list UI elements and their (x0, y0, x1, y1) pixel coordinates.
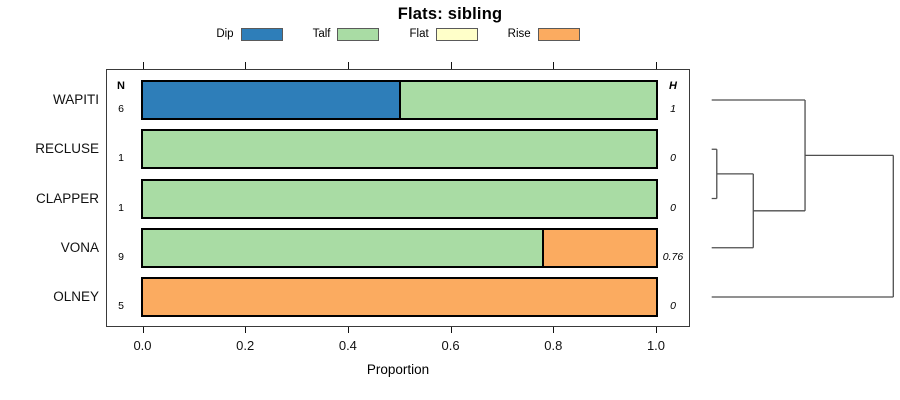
legend-label: Dip (216, 28, 234, 40)
legend-label: Talf (312, 28, 331, 40)
bar-wapiti (140, 80, 658, 120)
legend-label: Flat (409, 28, 429, 40)
bar-segment-talf (399, 82, 656, 118)
x-axis-label: Proportion (366, 362, 430, 377)
row-label-vona: VONA (60, 239, 99, 255)
row-label-clapper: CLAPPER (35, 190, 99, 206)
h-value-vona: 0.76 (662, 250, 684, 263)
x-axis-tick (656, 327, 657, 333)
x-axis-tick-label: 0.4 (338, 338, 357, 353)
bar-segment-dip (142, 82, 400, 118)
legend-swatch-rise (537, 27, 580, 41)
bar-recluse (140, 129, 658, 170)
legend-item-flat: Flat (409, 27, 478, 41)
bar-clapper (140, 178, 658, 219)
h-value-clapper: 0 (670, 201, 676, 214)
legend-swatch-talf (337, 27, 380, 41)
bar-segment-rise (542, 229, 656, 266)
n-value-wapiti: 6 (118, 103, 124, 115)
row-label-olney: OLNEY (53, 289, 99, 304)
n-value-clapper: 1 (118, 201, 124, 214)
h-value-wapiti: 1 (670, 103, 676, 115)
bar-segment-talf (142, 131, 656, 168)
h-column-header: H (669, 80, 677, 92)
bar-segment-talf (142, 229, 542, 266)
x-axis-tick-label: 0.8 (544, 338, 563, 353)
bar-olney (140, 277, 658, 317)
bar-segment-rise (142, 279, 656, 315)
bar-vona (140, 227, 658, 268)
legend-item-dip: Dip (216, 27, 283, 41)
x-axis-top-tick (553, 62, 555, 69)
x-axis-tick-label: 1.0 (646, 338, 666, 353)
x-axis-tick (245, 327, 247, 333)
h-value-olney: 0 (670, 300, 676, 312)
x-axis-tick-label: 0.2 (236, 338, 255, 353)
n-value-recluse: 1 (118, 152, 124, 165)
x-axis-tick (450, 327, 452, 333)
n-column-header: N (117, 80, 125, 92)
legend-label: Rise (507, 28, 531, 40)
x-axis-tick (553, 327, 555, 333)
legend-swatch-dip (240, 27, 283, 41)
dendrogram-lines (711, 99, 894, 298)
row-label-wapiti: WAPITI (53, 92, 99, 107)
legend-swatch-flat (435, 27, 478, 41)
x-axis-tick-label: 0.6 (441, 338, 460, 353)
legend-item-rise: Rise (507, 27, 580, 41)
x-axis-tick-label: 0.0 (133, 338, 152, 353)
row-label-recluse: RECLUSE (35, 141, 99, 157)
x-axis-tick (142, 327, 144, 333)
chart-title: Flats: sibling (397, 5, 503, 23)
n-value-vona: 9 (118, 250, 124, 263)
h-value-recluse: 0 (670, 152, 676, 165)
bar-segment-talf (142, 180, 656, 217)
x-axis-top-tick (656, 62, 657, 69)
legend: Dip Talf Flat Rise (106, 25, 690, 43)
legend-item-talf: Talf (312, 27, 380, 41)
x-axis-top-tick (347, 62, 349, 69)
x-axis-tick (347, 327, 349, 333)
n-value-olney: 5 (118, 300, 124, 312)
x-axis-top-tick (245, 62, 247, 69)
x-axis-top-tick (142, 62, 144, 69)
x-axis-top-tick (450, 62, 452, 69)
